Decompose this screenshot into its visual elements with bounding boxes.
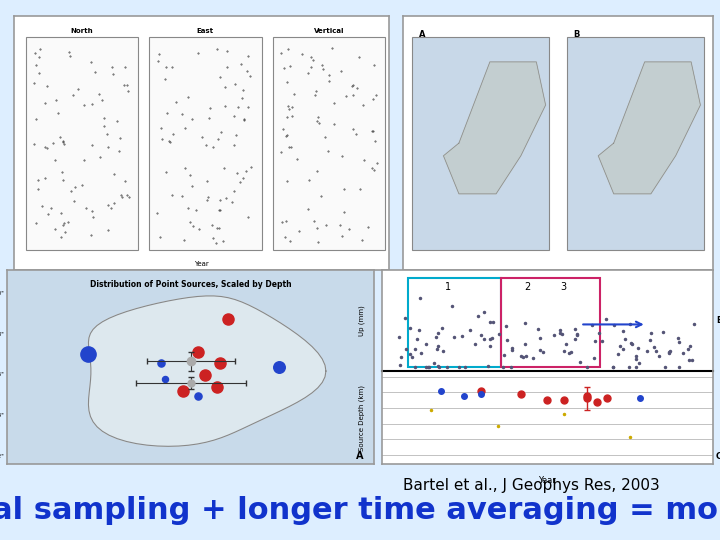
Text: East: East — [197, 29, 214, 35]
Text: 14 01'48": 14 01'48" — [0, 332, 4, 336]
Text: North: North — [71, 29, 93, 35]
Polygon shape — [444, 62, 546, 194]
Text: Distribution of Point Sources, Scaled by Depth: Distribution of Point Sources, Scaled by… — [90, 280, 292, 289]
Polygon shape — [598, 62, 701, 194]
Text: B: B — [716, 316, 720, 325]
Text: Year: Year — [539, 476, 556, 485]
Text: A: A — [419, 30, 426, 38]
Text: B: B — [574, 30, 580, 38]
Text: Vertical: Vertical — [314, 29, 344, 35]
Text: Bartel et al., J Geophys Res, 2003: Bartel et al., J Geophys Res, 2003 — [403, 478, 660, 493]
Text: 3: 3 — [561, 282, 567, 292]
Text: Source Depth (km): Source Depth (km) — [359, 384, 365, 451]
Text: 1: 1 — [445, 282, 451, 292]
Text: C: C — [716, 451, 720, 461]
Text: 14 03'00": 14 03'00" — [0, 291, 4, 296]
Text: A: A — [356, 450, 364, 461]
Text: 13 59'24": 13 59'24" — [0, 413, 4, 418]
Text: 14 00'36": 14 00'36" — [0, 373, 4, 377]
Text: 13 58'12": 13 58'12" — [0, 454, 4, 459]
Text: Up (mm): Up (mm) — [359, 305, 365, 336]
Text: Year: Year — [194, 261, 209, 267]
Text: 2: 2 — [524, 282, 531, 292]
Polygon shape — [89, 296, 326, 447]
Text: More spatial sampling + longer time averaging = more robust...: More spatial sampling + longer time aver… — [0, 496, 720, 525]
